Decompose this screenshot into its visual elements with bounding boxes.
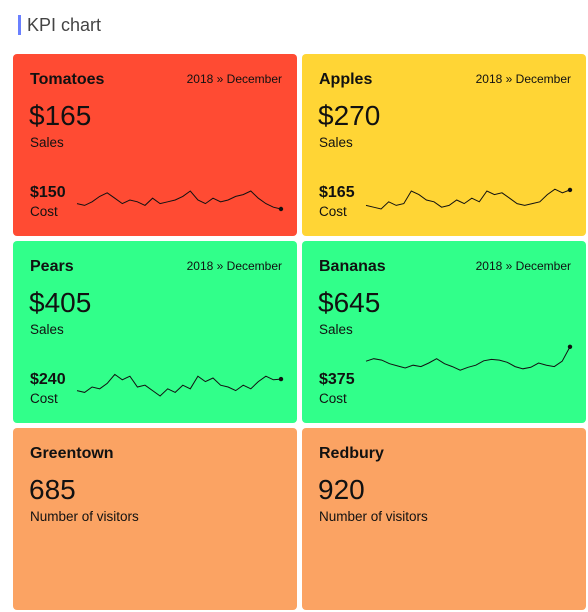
kpi-cost-label: Cost bbox=[319, 391, 347, 406]
sparkline-pears-line bbox=[76, 373, 282, 397]
kpi-cost-label: Cost bbox=[319, 204, 347, 219]
kpi-cost-value: $150 bbox=[30, 184, 66, 201]
page-title: KPI chart bbox=[27, 14, 102, 35]
sparkline-tomatoes-endpoint bbox=[278, 206, 284, 212]
kpi-title: Apples bbox=[319, 71, 373, 88]
kpi-cost-value: $240 bbox=[30, 371, 66, 388]
kpi-visitors-value: 685 bbox=[29, 474, 76, 505]
chart-header: KPI chart bbox=[18, 14, 101, 36]
kpi-visitors-label: Number of visitors bbox=[319, 509, 428, 524]
kpi-period: 2018 » December bbox=[475, 259, 571, 273]
kpi-title: Redbury bbox=[319, 445, 384, 462]
kpi-card-greentown[interactable]: Greentown 685 Number of visitors bbox=[13, 428, 297, 610]
kpi-card-redbury[interactable]: Redbury 920 Number of visitors bbox=[302, 428, 586, 610]
sparkline-bananas-line bbox=[365, 346, 571, 371]
header-accent-bar bbox=[18, 15, 21, 35]
kpi-card-tomatoes[interactable]: Tomatoes 2018 » December $165 Sales $150… bbox=[13, 54, 297, 236]
kpi-sales-label: Sales bbox=[30, 322, 64, 337]
sparkline-tomatoes bbox=[76, 190, 284, 212]
kpi-sales-value: $645 bbox=[318, 287, 381, 318]
kpi-title: Pears bbox=[30, 258, 74, 275]
kpi-sales-value: $270 bbox=[318, 100, 381, 131]
kpi-cost-value: $165 bbox=[319, 184, 355, 201]
sparkline-pears bbox=[76, 373, 284, 397]
kpi-cost-value: $375 bbox=[319, 371, 355, 388]
kpi-sales-value: $165 bbox=[29, 100, 92, 131]
kpi-visitors-value: 920 bbox=[318, 474, 365, 505]
kpi-visitors-label: Number of visitors bbox=[30, 509, 139, 524]
kpi-sales-label: Sales bbox=[319, 135, 353, 150]
sparkline-bananas-endpoint bbox=[567, 344, 573, 349]
sparkline-apples bbox=[365, 187, 573, 210]
sparkline-apples-endpoint bbox=[567, 187, 573, 193]
sparkline-apples-line bbox=[365, 188, 571, 210]
kpi-card-pears[interactable]: Pears 2018 » December $405 Sales $240 Co… bbox=[13, 241, 297, 423]
kpi-cost-label: Cost bbox=[30, 391, 58, 406]
sparkline-tomatoes-line bbox=[76, 190, 282, 210]
kpi-period: 2018 » December bbox=[475, 72, 571, 86]
kpi-cost-label: Cost bbox=[30, 204, 58, 219]
kpi-period: 2018 » December bbox=[186, 259, 282, 273]
kpi-card-bananas[interactable]: Bananas 2018 » December $645 Sales $375 … bbox=[302, 241, 586, 423]
kpi-period: 2018 » December bbox=[186, 72, 282, 86]
sparkline-pears-endpoint bbox=[278, 376, 284, 382]
sparkline-bananas bbox=[365, 344, 573, 371]
kpi-title: Bananas bbox=[319, 258, 386, 275]
kpi-title: Greentown bbox=[30, 445, 114, 462]
kpi-title: Tomatoes bbox=[30, 71, 105, 88]
kpi-sales-label: Sales bbox=[30, 135, 64, 150]
kpi-sales-value: $405 bbox=[29, 287, 92, 318]
kpi-sales-label: Sales bbox=[319, 322, 353, 337]
kpi-card-apples[interactable]: Apples 2018 » December $270 Sales $165 C… bbox=[302, 54, 586, 236]
